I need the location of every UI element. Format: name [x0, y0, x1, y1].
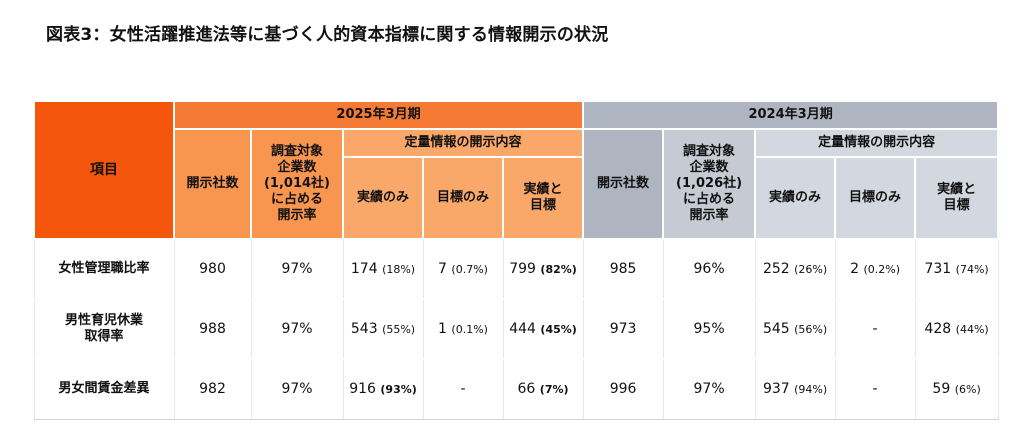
percentage-label: (94%)	[794, 382, 828, 396]
y2024-rate-cell: 97%	[662, 358, 756, 420]
y2025-count-cell: 988	[173, 298, 252, 360]
y2024-target-cell: -	[834, 298, 916, 360]
header-2025-rate: 調査対象 企業数 (1,014社) に占める 開示率	[250, 128, 344, 240]
y2025-target-cell: 7 (0.7%)	[422, 238, 504, 300]
header-2024-quant: 定量情報の開示内容	[754, 128, 1000, 158]
y2025-rate-cell: 97%	[250, 298, 344, 360]
header-2024-actual-only: 実績のみ	[754, 156, 837, 240]
header-2024-rate: 調査対象 企業数 (1,026社) に占める 開示率	[662, 128, 757, 240]
header-2025-actual-target: 実績と 目標	[501, 156, 585, 240]
header-2024-actual-target: 実績と 目標	[914, 156, 1000, 240]
percentage-label: (7%)	[539, 382, 569, 396]
y2024-count-cell: 985	[582, 238, 664, 300]
row-item-label: 男女間賃金差異	[33, 358, 175, 420]
table-row: 女性管理職比率 980 97% 174 (18%) 7 (0.7%) 799 (82%) 9…	[33, 238, 999, 300]
y2025-actual-cell: 916 (93%)	[342, 358, 424, 420]
percentage-label: (55%)	[382, 322, 416, 336]
percentage-label: (26%)	[794, 262, 828, 276]
y2024-rate-cell: 95%	[662, 298, 756, 360]
percentage-label: (56%)	[794, 322, 828, 336]
y2024-target-cell: 2 (0.2%)	[834, 238, 916, 300]
y2025-both-cell: 66 (7%)	[502, 358, 584, 420]
y2025-rate-cell: 97%	[250, 238, 344, 300]
y2024-rate-cell: 96%	[662, 238, 756, 300]
y2024-target-cell: -	[834, 358, 916, 420]
y2025-both-cell: 799 (82%)	[502, 238, 584, 300]
y2024-actual-cell: 937 (94%)	[754, 358, 836, 420]
page-title: 図表3：女性活躍推進法等に基づく人的資本指標に関する情報開示の状況	[46, 25, 609, 45]
y2025-target-cell: 1 (0.1%)	[422, 298, 504, 360]
header-item: 項目	[33, 100, 175, 240]
y2024-both-cell: 428 (44%)	[914, 298, 999, 360]
percentage-label: (0.1%)	[451, 322, 488, 336]
y2025-actual-cell: 174 (18%)	[342, 238, 424, 300]
percentage-label: (93%)	[380, 382, 417, 396]
header-2025-count: 開示社数	[173, 128, 252, 240]
table-row: 男性育児休業 取得率 988 97% 543 (55%) 1 (0.1%) 444 (45%…	[33, 298, 999, 360]
y2024-both-cell: 731 (74%)	[914, 238, 999, 300]
y2025-count-cell: 980	[173, 238, 252, 300]
header-2024-count: 開示社数	[582, 128, 665, 240]
percentage-label: (44%)	[955, 322, 989, 336]
header-period-2025: 2025年3月期	[172, 100, 585, 130]
percentage-label: (0.2%)	[863, 262, 901, 276]
row-item-label: 男性育児休業 取得率	[33, 298, 175, 360]
percentage-label: (18%)	[382, 262, 416, 276]
disclosure-table: 項目 2025年3月期 2024年3月期 開示社数 調査対象 企業数 (1,014社…	[33, 100, 1000, 420]
header-period-2024: 2024年3月期	[582, 100, 1000, 130]
header-2025-target-only: 目標のみ	[422, 156, 504, 240]
y2024-count-cell: 996	[582, 358, 664, 420]
y2024-actual-cell: 545 (56%)	[754, 298, 836, 360]
y2025-both-cell: 444 (45%)	[502, 298, 584, 360]
y2024-both-cell: 59 (6%)	[914, 358, 999, 420]
percentage-label: (82%)	[540, 262, 577, 276]
header-2025-actual-only: 実績のみ	[342, 156, 424, 240]
y2025-target-cell: -	[422, 358, 504, 420]
percentage-label: (0.7%)	[451, 262, 488, 276]
table-row: 男女間賃金差異 982 97% 916 (93%) -66 (7%) 996 97% 937 …	[33, 358, 999, 420]
y2024-actual-cell: 252 (26%)	[754, 238, 836, 300]
y2025-rate-cell: 97%	[250, 358, 344, 420]
header-2024-target-only: 目標のみ	[834, 156, 917, 240]
y2025-actual-cell: 543 (55%)	[342, 298, 424, 360]
percentage-label: (74%)	[955, 262, 989, 276]
y2025-count-cell: 982	[173, 358, 252, 420]
row-item-label: 女性管理職比率	[33, 238, 175, 300]
percentage-label: (6%)	[954, 382, 981, 396]
percentage-label: (45%)	[540, 322, 577, 336]
header-2025-quant: 定量情報の開示内容	[341, 128, 585, 158]
y2024-count-cell: 973	[582, 298, 664, 360]
